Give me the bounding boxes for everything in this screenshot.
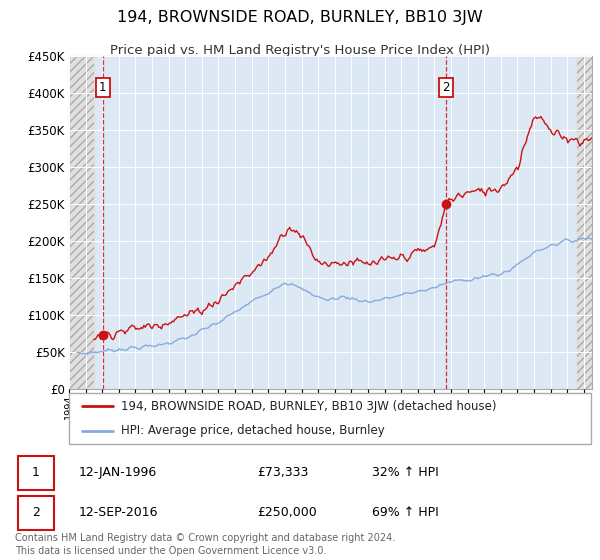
FancyBboxPatch shape bbox=[18, 456, 53, 489]
Bar bbox=[69, 56, 94, 389]
Text: 12-SEP-2016: 12-SEP-2016 bbox=[79, 506, 158, 520]
Bar bbox=[69, 56, 94, 389]
Text: Price paid vs. HM Land Registry's House Price Index (HPI): Price paid vs. HM Land Registry's House … bbox=[110, 44, 490, 57]
FancyBboxPatch shape bbox=[69, 393, 591, 444]
Text: 194, BROWNSIDE ROAD, BURNLEY, BB10 3JW: 194, BROWNSIDE ROAD, BURNLEY, BB10 3JW bbox=[117, 11, 483, 25]
Text: £73,333: £73,333 bbox=[257, 466, 308, 479]
Text: 2: 2 bbox=[32, 506, 40, 520]
Text: 1: 1 bbox=[99, 81, 107, 94]
Text: Contains HM Land Registry data © Crown copyright and database right 2024.
This d: Contains HM Land Registry data © Crown c… bbox=[15, 533, 395, 556]
Text: £250,000: £250,000 bbox=[257, 506, 317, 520]
FancyBboxPatch shape bbox=[18, 496, 53, 530]
Text: 2: 2 bbox=[442, 81, 450, 94]
Text: 69% ↑ HPI: 69% ↑ HPI bbox=[372, 506, 439, 520]
Text: HPI: Average price, detached house, Burnley: HPI: Average price, detached house, Burn… bbox=[121, 424, 385, 437]
Text: 32% ↑ HPI: 32% ↑ HPI bbox=[372, 466, 439, 479]
Bar bbox=[577, 56, 592, 389]
Text: 1: 1 bbox=[32, 466, 40, 479]
Text: 12-JAN-1996: 12-JAN-1996 bbox=[79, 466, 157, 479]
Text: 194, BROWNSIDE ROAD, BURNLEY, BB10 3JW (detached house): 194, BROWNSIDE ROAD, BURNLEY, BB10 3JW (… bbox=[121, 400, 497, 413]
Bar bbox=[577, 56, 592, 389]
